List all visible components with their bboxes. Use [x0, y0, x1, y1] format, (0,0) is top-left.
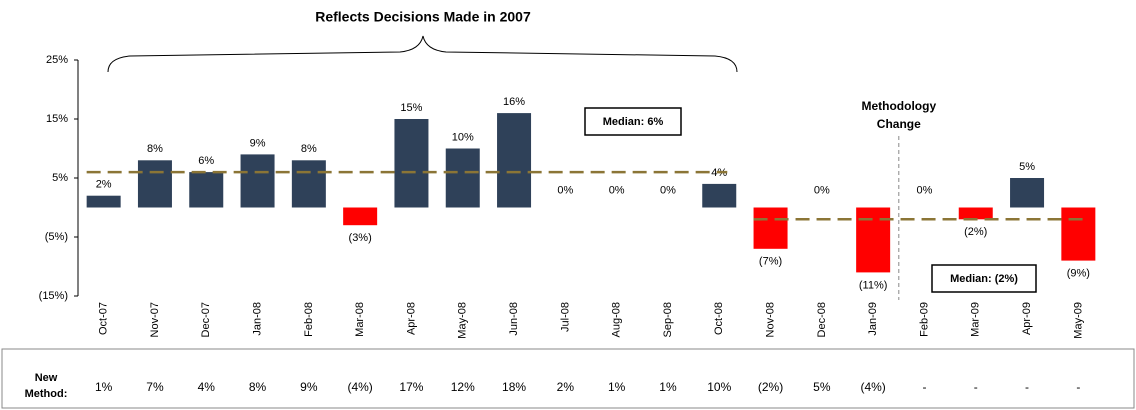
- new-method-value: 2%: [557, 380, 575, 394]
- bar: [753, 207, 788, 249]
- new-method-value: -: [1025, 380, 1029, 394]
- value-label: 5%: [1019, 161, 1035, 173]
- x-tick-label: Jan-08: [251, 302, 263, 336]
- x-tick-label: Sep-08: [662, 302, 674, 337]
- new-method-value: 9%: [300, 380, 318, 394]
- methodology-label: Methodology: [861, 99, 936, 113]
- value-label: (2%): [964, 226, 987, 238]
- value-label: (9%): [1067, 268, 1090, 280]
- new-method-value: 7%: [146, 380, 164, 394]
- x-tick-label: Mar-09: [970, 302, 982, 337]
- new-method-value: -: [974, 380, 978, 394]
- new-method-value: 1%: [95, 380, 113, 394]
- bar: [86, 195, 121, 208]
- value-label: 10%: [452, 131, 474, 143]
- x-tick-label: Apr-08: [405, 302, 417, 335]
- x-tick-label: Jul-08: [559, 302, 571, 332]
- value-label: 16%: [503, 96, 525, 108]
- x-tick-label: Jun-08: [508, 302, 520, 336]
- bar: [497, 113, 532, 208]
- annotation: Reflects Decisions Made in 2007: [315, 9, 531, 25]
- x-tick-label: Oct-07: [98, 302, 110, 335]
- x-tick-label: Feb-08: [303, 302, 315, 337]
- new-method-value: (2%): [758, 380, 783, 394]
- x-tick-label: Oct-08: [713, 302, 725, 335]
- bar: [343, 207, 378, 226]
- x-tick-label: May-09: [1072, 302, 1084, 339]
- new-method-value: 10%: [707, 380, 731, 394]
- x-tick-label: Mar-08: [354, 302, 366, 337]
- value-label: 9%: [250, 137, 266, 149]
- bar: [856, 207, 891, 273]
- new-method-value: 18%: [502, 380, 526, 394]
- value-label: 0%: [916, 184, 932, 196]
- value-label: 8%: [147, 143, 163, 155]
- y-tick-label: (15%): [39, 290, 68, 302]
- new-method-value: 1%: [659, 380, 677, 394]
- x-tick-label: May-08: [457, 302, 469, 339]
- value-label: (7%): [759, 256, 782, 268]
- bar: [240, 154, 275, 208]
- bar: [1061, 207, 1096, 261]
- new-method-value: 17%: [399, 380, 423, 394]
- bar: [394, 119, 429, 208]
- x-tick-label: Jan-09: [867, 302, 879, 336]
- new-method-value: -: [1076, 380, 1080, 394]
- new-method-label: Method:: [25, 388, 68, 400]
- value-label: 0%: [660, 184, 676, 196]
- new-method-label: New: [35, 372, 58, 384]
- y-tick-label: (5%): [45, 231, 68, 243]
- x-tick-label: Apr-09: [1021, 302, 1033, 335]
- median-box: [584, 107, 682, 136]
- value-label: 0%: [814, 184, 830, 196]
- median-label: Median: 6%: [603, 116, 664, 128]
- x-tick-label: Nov-08: [764, 302, 776, 337]
- x-tick-label: Dec-08: [816, 302, 828, 337]
- value-label: 2%: [96, 179, 112, 191]
- table-box: [1, 348, 1135, 409]
- value-label: 8%: [301, 143, 317, 155]
- bar: [137, 160, 172, 208]
- x-tick-label: Nov-07: [149, 302, 161, 337]
- median-label: Median: (2%): [950, 273, 1018, 285]
- new-method-value: 1%: [608, 380, 626, 394]
- x-tick-label: Feb-09: [918, 302, 930, 337]
- value-label: (3%): [349, 232, 372, 244]
- new-method-value: -: [922, 380, 926, 394]
- value-label: 15%: [400, 102, 422, 114]
- x-tick-label: Aug-08: [611, 302, 623, 337]
- value-label: 6%: [198, 155, 214, 167]
- new-method-value: 8%: [249, 380, 267, 394]
- bar: [958, 207, 993, 220]
- y-tick-label: 25%: [46, 54, 68, 66]
- value-label: 0%: [609, 184, 625, 196]
- bar: [702, 183, 737, 208]
- x-tick-label: Dec-07: [200, 302, 212, 337]
- methodology-label: Change: [877, 117, 921, 131]
- median-box: [931, 264, 1037, 293]
- new-method-value: (4%): [860, 380, 885, 394]
- value-label: (11%): [859, 279, 888, 291]
- brace: [107, 35, 738, 73]
- value-label: 0%: [557, 184, 573, 196]
- new-method-value: 5%: [813, 380, 831, 394]
- y-tick-label: 15%: [46, 113, 68, 125]
- bar: [1010, 178, 1045, 208]
- bar: [445, 148, 480, 208]
- bar: [189, 172, 224, 208]
- new-method-value: (4%): [347, 380, 372, 394]
- y-tick-label: 5%: [52, 172, 68, 184]
- bar: [291, 160, 326, 208]
- new-method-value: 4%: [198, 380, 216, 394]
- new-method-value: 12%: [451, 380, 475, 394]
